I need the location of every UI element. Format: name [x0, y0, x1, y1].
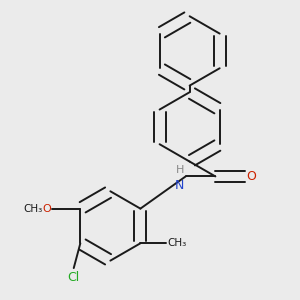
Text: CH₃: CH₃ [167, 238, 187, 248]
Text: CH₃: CH₃ [24, 204, 43, 214]
Text: O: O [247, 170, 256, 183]
Text: H: H [176, 165, 184, 175]
Text: O: O [42, 204, 51, 214]
Text: Cl: Cl [68, 272, 80, 284]
Text: N: N [175, 179, 184, 192]
